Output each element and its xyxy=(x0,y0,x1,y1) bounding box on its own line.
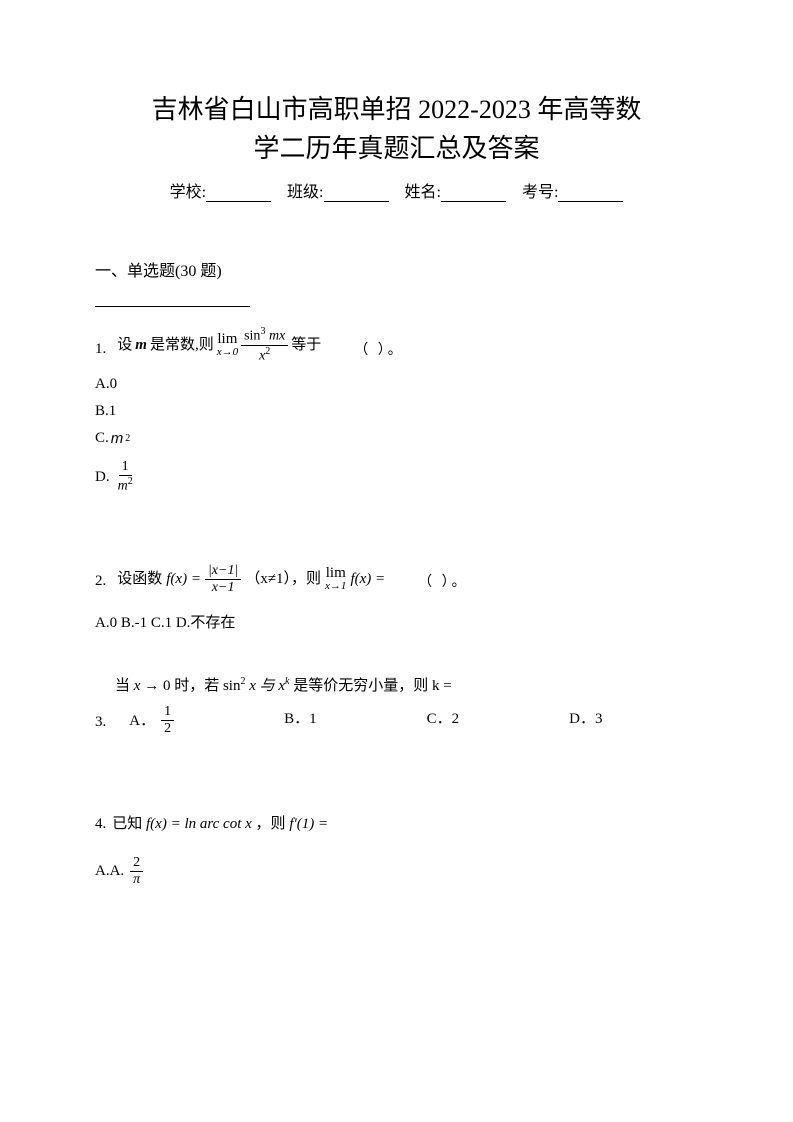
section-1-label: 一、单选题(30 题) xyxy=(95,257,698,281)
q3-option-b[interactable]: B．1 xyxy=(284,705,317,736)
question-4: 4. 已知 f(x) = ln arc cot x ，则 f′(1) = A.A… xyxy=(95,811,698,887)
q3-option-c[interactable]: C．2 xyxy=(427,705,460,736)
q1-option-d[interactable]: D. 1 m2 xyxy=(95,460,698,494)
q2-fraction: |x−1| x−1 xyxy=(205,564,241,595)
title-line-1: 吉林省白山市高职单招 2022-2023 年高等数 xyxy=(95,90,698,129)
q1-text-mid: 是常数,则 xyxy=(150,332,214,359)
question-1: 1. 设 m 是常数,则 lim x→0 sin3 mx x2 等于 （ ）。 … xyxy=(95,327,698,494)
q2-options[interactable]: A.0 B.-1 C.1 D.不存在 xyxy=(95,610,698,637)
q1-text-prefix: 设 xyxy=(117,332,132,359)
school-blank[interactable] xyxy=(206,184,271,202)
q1-suffix: 等于 xyxy=(291,332,321,359)
title-line-2: 学二历年真题汇总及答案 xyxy=(95,129,698,168)
q3-number: 3. xyxy=(95,708,106,737)
q1-option-a[interactable]: A.0 xyxy=(95,371,698,398)
class-blank[interactable] xyxy=(324,184,389,202)
q1-option-c[interactable]: C.m2 xyxy=(95,425,698,452)
q1-fraction: sin3 mx x2 xyxy=(241,327,288,363)
school-label: 学校: xyxy=(170,184,206,201)
q2-stem-row: 2. 设函数 f(x) = |x−1| x−1 （x≠1），则 lim x→1 … xyxy=(95,564,698,595)
section-1-header: 一、单选题(30 题) xyxy=(95,257,698,307)
q3-option-d[interactable]: D．3 xyxy=(569,705,602,736)
name-blank[interactable] xyxy=(441,184,506,202)
q3-options: A． 1 2 B．1 C．2 D．3 xyxy=(109,705,698,736)
q1-option-b[interactable]: B.1 xyxy=(95,398,698,425)
document-title: 吉林省白山市高职单招 2022-2023 年高等数 学二历年真题汇总及答案 xyxy=(95,90,698,168)
class-label: 班级: xyxy=(287,184,323,201)
name-label: 姓名: xyxy=(405,184,441,201)
student-info-row: 学校: 班级: 姓名: 考号: xyxy=(95,178,698,202)
q1-limit: lim x→0 xyxy=(217,332,238,358)
question-2: 2. 设函数 f(x) = |x−1| x−1 （x≠1），则 lim x→1 … xyxy=(95,564,698,637)
q4-option-a[interactable]: A.A. 2 π xyxy=(95,856,698,887)
q3-option-a[interactable]: A． 1 2 xyxy=(129,705,174,736)
q1-paren: （ ）。 xyxy=(354,338,405,363)
q4-stem-row: 4. 已知 f(x) = ln arc cot x ，则 f′(1) = xyxy=(95,811,698,838)
q2-paren: （ ）。 xyxy=(418,570,469,595)
exam-id-blank[interactable] xyxy=(558,184,623,202)
q4-number: 4. xyxy=(95,811,106,838)
q1-stem-row: 1. 设 m 是常数,则 lim x→0 sin3 mx x2 等于 （ ）。 xyxy=(95,327,698,363)
exam-id-label: 考号: xyxy=(522,184,558,201)
q1-options: A.0 B.1 C.m2 D. 1 m2 xyxy=(95,371,698,494)
q2-limit: lim x→1 xyxy=(325,566,346,592)
q2-number: 2. xyxy=(95,568,106,595)
question-3: 当 x → 0 时，若 sin2 x 与 xk 是等价无穷小量，则 k = 3.… xyxy=(95,672,698,737)
q1-m: m xyxy=(135,332,147,359)
q1-number: 1. xyxy=(95,336,106,363)
q3-stem: 当 x → 0 时，若 sin2 x 与 xk 是等价无穷小量，则 k = xyxy=(95,672,698,701)
